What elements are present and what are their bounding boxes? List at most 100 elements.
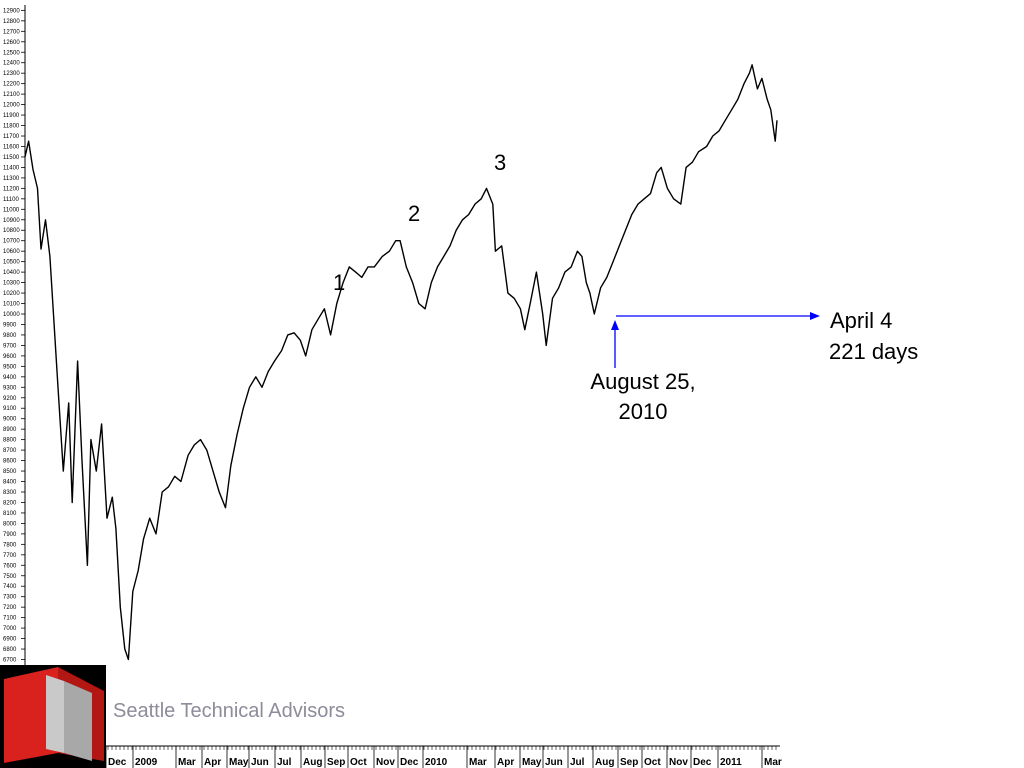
price-line	[24, 64, 778, 661]
y-tick-label: 6700	[3, 658, 17, 664]
x-tick-label: Aug	[303, 757, 322, 768]
y-tick-label: 12300	[3, 71, 20, 77]
wave-label-1: 1	[333, 270, 345, 295]
horizontal-arrow-head	[810, 312, 820, 320]
y-tick-label: 12600	[3, 40, 20, 46]
y-tick-label: 8000	[3, 521, 17, 527]
y-tick-label: 12200	[3, 82, 20, 88]
y-tick-label: 8900	[3, 427, 17, 433]
y-tick-label: 11000	[3, 207, 20, 213]
x-tick-label: Jul	[277, 757, 292, 768]
y-tick-label: 6900	[3, 637, 17, 643]
y-tick-label: 9100	[3, 406, 17, 412]
logo-red-face	[4, 667, 58, 763]
y-tick-label: 8500	[3, 469, 17, 475]
y-tick-label: 10400	[3, 270, 20, 276]
y-tick-label: 9800	[3, 333, 17, 339]
x-tick-label: Oct	[350, 757, 367, 768]
y-tick-label: 11800	[3, 124, 20, 130]
wave-label-3: 3	[494, 150, 506, 175]
y-tick-label: 9500	[3, 364, 17, 370]
x-tick-label: Dec	[693, 757, 712, 768]
y-tick-label: 6800	[3, 647, 17, 653]
y-tick-label: 8400	[3, 480, 17, 486]
x-tick-label: May	[229, 757, 249, 768]
y-tick-label: 9600	[3, 354, 17, 360]
y-tick-label: 9700	[3, 343, 17, 349]
x-tick-label: Sep	[327, 757, 345, 768]
y-tick-label: 8300	[3, 490, 17, 496]
y-tick-label: 10100	[3, 302, 20, 308]
end-date-label: April 4	[830, 308, 892, 333]
y-tick-label: 8200	[3, 500, 17, 506]
x-tick-label: 2011	[720, 757, 742, 768]
y-tick-label: 12400	[3, 61, 20, 67]
y-tick-label: 7700	[3, 553, 17, 559]
x-tick-label: 2009	[135, 757, 158, 768]
x-ticks: Dec 2009 Mar Apr May Jun Jul Aug Sep Oct Nov Dec 201…	[105, 746, 782, 768]
x-tick-label: Dec	[400, 757, 419, 768]
x-tick-label: Apr	[204, 757, 221, 768]
y-tick-label: 9300	[3, 385, 17, 391]
logo-gray-block	[46, 675, 64, 753]
y-tick-label: 11400	[3, 165, 20, 171]
y-tick-label: 11500	[3, 155, 20, 161]
x-tick-label: May	[522, 757, 542, 768]
x-tick-label: Mar	[764, 757, 782, 768]
start-year-label: 2010	[619, 399, 668, 424]
y-ticks: 6700 6800 6900 7000 7100 7200 7300 7400 7500 7600…	[3, 8, 25, 664]
y-tick-label: 10200	[3, 291, 20, 297]
y-tick-label: 7400	[3, 584, 17, 590]
x-tick-label: Jul	[570, 757, 585, 768]
y-tick-label: 10300	[3, 281, 20, 287]
y-tick-label: 12100	[3, 92, 20, 98]
y-tick-label: 7300	[3, 595, 17, 601]
vertical-arrow-head	[611, 320, 619, 330]
y-tick-label: 11100	[3, 197, 19, 203]
y-tick-label: 11900	[3, 113, 20, 119]
start-date-label: August 25,	[590, 369, 695, 394]
y-tick-label: 12800	[3, 19, 20, 25]
y-tick-label: 10600	[3, 249, 20, 255]
y-tick-label: 9400	[3, 375, 17, 381]
duration-label: 221 days	[829, 339, 918, 364]
y-tick-label: 10800	[3, 228, 20, 234]
x-tick-label: Sep	[620, 757, 638, 768]
wave-label-2: 2	[408, 201, 420, 226]
company-logo	[0, 665, 106, 768]
y-tick-label: 8800	[3, 438, 17, 444]
y-tick-label: 11200	[3, 186, 20, 192]
y-tick-label: 7000	[3, 626, 17, 632]
y-tick-label: 8600	[3, 459, 17, 465]
y-tick-label: 12000	[3, 103, 20, 109]
x-tick-label: 2010	[425, 757, 448, 768]
y-tick-label: 9000	[3, 417, 17, 423]
y-tick-label: 10700	[3, 239, 20, 245]
x-tick-label: Jun	[545, 757, 563, 768]
x-tick-label: Dec	[108, 757, 127, 768]
y-tick-label: 7100	[3, 616, 17, 622]
x-tick-label: Apr	[497, 757, 514, 768]
y-tick-label: 11300	[3, 176, 20, 182]
y-tick-label: 10900	[3, 218, 20, 224]
y-tick-label: 10000	[3, 312, 20, 318]
x-tick-label: Nov	[669, 757, 688, 768]
y-tick-label: 7200	[3, 605, 17, 611]
y-tick-label: 9200	[3, 396, 17, 402]
y-tick-label: 12900	[3, 8, 20, 14]
y-tick-label: 12700	[3, 29, 20, 35]
x-tick-label: Nov	[376, 757, 395, 768]
y-tick-label: 11700	[3, 134, 20, 140]
y-tick-label: 7600	[3, 563, 17, 569]
y-tick-label: 9900	[3, 322, 17, 328]
y-tick-label: 8100	[3, 511, 17, 517]
y-tick-label: 12500	[3, 50, 20, 56]
x-tick-label: Aug	[595, 757, 614, 768]
y-tick-label: 7900	[3, 532, 17, 538]
y-tick-label: 7800	[3, 542, 17, 548]
company-name: Seattle Technical Advisors	[113, 700, 345, 722]
y-tick-label: 11600	[3, 144, 20, 150]
y-tick-label: 8700	[3, 448, 17, 454]
